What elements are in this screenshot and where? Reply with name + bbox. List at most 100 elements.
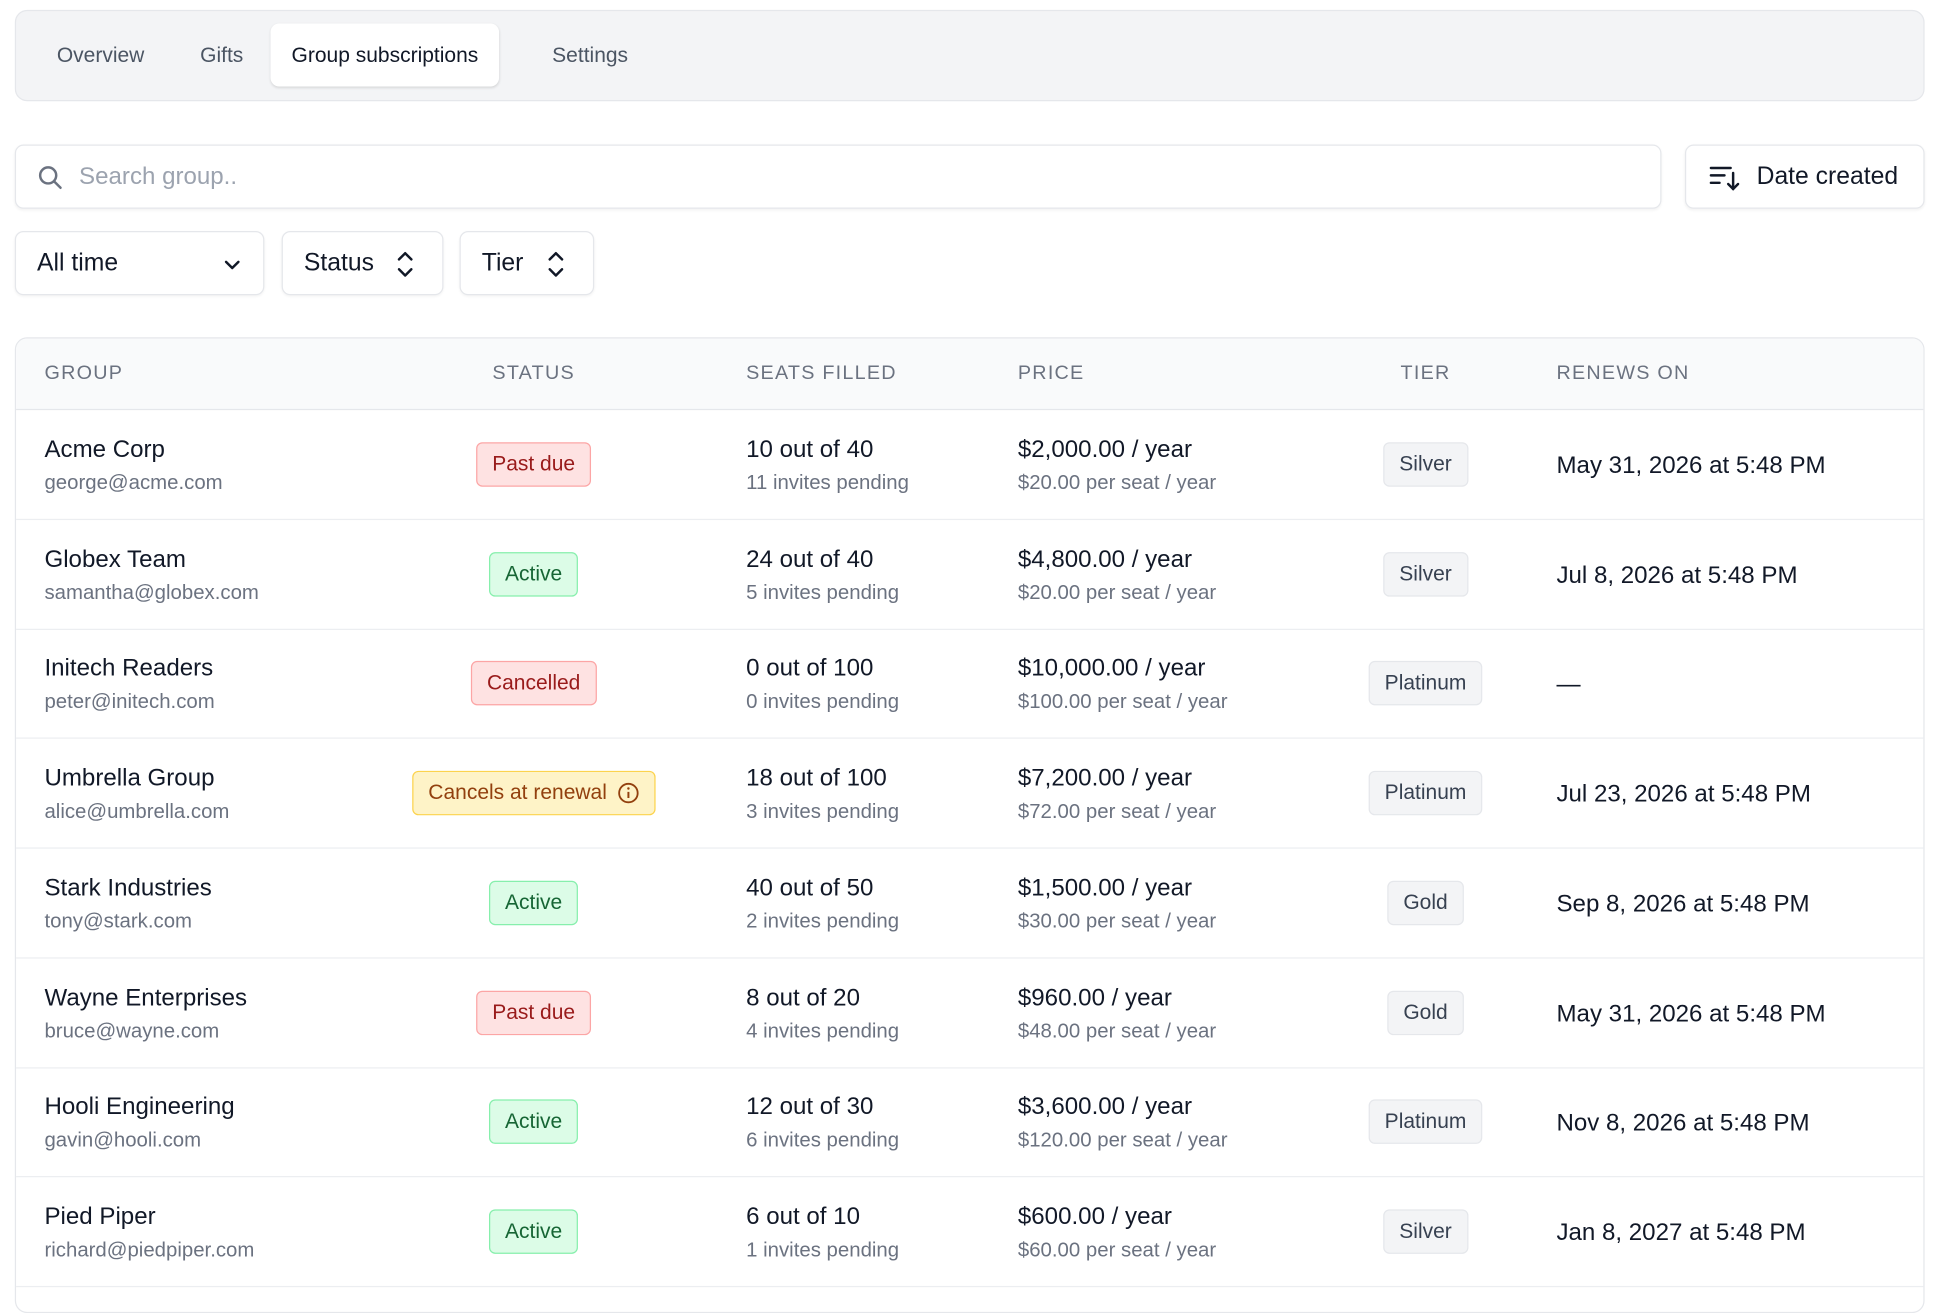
table-row: Wayne Enterprises bruce@wayne.com Past due… bbox=[16, 958, 1924, 1068]
table-row: Acme Corp george@acme.com Past due 10 out o… bbox=[16, 410, 1924, 521]
tab[interactable]: Overview bbox=[56, 43, 145, 67]
seats-filled: 18 out of 100 bbox=[746, 764, 887, 792]
seats-filled: 12 out of 30 bbox=[746, 1093, 874, 1121]
tier-badge: Silver bbox=[1383, 551, 1468, 597]
status-label: Active bbox=[505, 561, 563, 586]
info-icon bbox=[617, 782, 639, 804]
tier-badge: Gold bbox=[1387, 880, 1464, 925]
tier-label: Platinum bbox=[1384, 780, 1467, 805]
group-name: Wayne Enterprises bbox=[44, 983, 248, 1012]
table: GROUP STATUS SEATS FILLED PRICE TIER RENEWS O… bbox=[14, 337, 1925, 1313]
tier-label: Platinum bbox=[1384, 671, 1467, 695]
price-per-seat: $20.00 per seat / year bbox=[1017, 581, 1217, 604]
renews-on: Jul 8, 2026 at 5:48 PM bbox=[1556, 561, 1798, 589]
price-per-seat: $72.00 per seat / year bbox=[1017, 800, 1217, 823]
renews-on: May 31, 2026 at 5:48 PM bbox=[1556, 452, 1826, 480]
group-name: Umbrella Group bbox=[44, 764, 215, 792]
tab-bar: Overview Gifts Group subscriptions Settings bbox=[14, 9, 1925, 102]
column-header: RENEWS ON bbox=[1556, 363, 1690, 385]
tier-badge: Silver bbox=[1383, 442, 1468, 487]
price-per-seat: $60.00 per seat / year bbox=[1017, 1238, 1217, 1262]
status-badge: Cancels at renewal bbox=[412, 770, 656, 816]
price: $10,000.00 / year bbox=[1017, 655, 1206, 683]
filter-label: Tier bbox=[481, 249, 524, 277]
sort-label: Date created bbox=[1756, 163, 1899, 191]
price: $3,600.00 / year bbox=[1017, 1093, 1192, 1121]
column-header: SEATS FILLED bbox=[746, 363, 897, 385]
filter-button[interactable]: All time bbox=[14, 231, 265, 296]
column-header: GROUP bbox=[44, 363, 124, 385]
column-header: PRICE bbox=[1017, 363, 1085, 385]
status-label: Active bbox=[505, 1219, 563, 1243]
seats-filled: 6 out of 10 bbox=[746, 1203, 860, 1231]
group-email: alice@umbrella.com bbox=[44, 800, 230, 823]
tier-badge: Gold bbox=[1387, 990, 1464, 1035]
table-row: Stark Industries tony@stark.com Active 40 o… bbox=[16, 848, 1924, 959]
sort-icon bbox=[1709, 166, 1740, 191]
renews-on: Jan 8, 2027 at 5:48 PM bbox=[1556, 1219, 1806, 1247]
price-per-seat: $120.00 per seat / year bbox=[1017, 1129, 1228, 1152]
filter-button[interactable]: Status bbox=[281, 231, 444, 296]
filter-label: All time bbox=[37, 249, 119, 277]
invites-pending: 6 invites pending bbox=[746, 1129, 900, 1152]
filter-icon bbox=[395, 250, 415, 286]
column-header: STATUS bbox=[492, 363, 575, 385]
group-email: bruce@wayne.com bbox=[44, 1019, 220, 1042]
search-icon bbox=[38, 166, 62, 190]
tier-label: Silver bbox=[1399, 561, 1452, 586]
filter-button[interactable]: Tier bbox=[459, 231, 595, 296]
tab[interactable]: Group subscriptions bbox=[270, 23, 500, 87]
tier-badge: Platinum bbox=[1368, 661, 1483, 706]
group-email: george@acme.com bbox=[44, 471, 223, 495]
tab[interactable]: Gifts bbox=[200, 43, 244, 67]
tier-label: Gold bbox=[1403, 890, 1448, 914]
seats-filled: 0 out of 100 bbox=[746, 655, 874, 683]
price: $960.00 / year bbox=[1017, 983, 1172, 1012]
status-label: Cancels at renewal bbox=[428, 780, 607, 805]
seats-filled: 40 out of 50 bbox=[746, 874, 874, 902]
status-badge: Past due bbox=[476, 442, 592, 487]
price-per-seat: $48.00 per seat / year bbox=[1017, 1019, 1217, 1042]
seats-filled: 24 out of 40 bbox=[746, 545, 874, 573]
status-badge: Active bbox=[488, 880, 579, 925]
price: $2,000.00 / year bbox=[1017, 436, 1192, 464]
tier-label: Silver bbox=[1399, 1219, 1452, 1243]
group-email: richard@piedpiper.com bbox=[44, 1238, 255, 1262]
price: $1,500.00 / year bbox=[1017, 874, 1192, 902]
invites-pending: 0 invites pending bbox=[746, 691, 900, 714]
invites-pending: 1 invites pending bbox=[746, 1238, 900, 1262]
search-box[interactable]: Search group.. bbox=[14, 144, 1662, 209]
status-label: Cancelled bbox=[486, 671, 581, 695]
table-row: Pied Piper richard@piedpiper.com Active 6 o… bbox=[16, 1177, 1924, 1288]
group-name: Stark Industries bbox=[44, 874, 212, 902]
status-label: Past due bbox=[492, 999, 576, 1024]
invites-pending: 11 invites pending bbox=[746, 471, 909, 495]
price: $600.00 / year bbox=[1017, 1203, 1172, 1231]
price: $4,800.00 / year bbox=[1017, 545, 1192, 573]
renews-on: — bbox=[1556, 671, 1581, 699]
group-email: samantha@globex.com bbox=[44, 581, 259, 604]
tier-label: Silver bbox=[1399, 452, 1452, 476]
table-header: GROUP STATUS SEATS FILLED PRICE TIER RENEWS O… bbox=[16, 338, 1924, 411]
status-badge: Active bbox=[488, 551, 579, 597]
price: $7,200.00 / year bbox=[1017, 764, 1192, 792]
group-email: gavin@hooli.com bbox=[44, 1129, 202, 1152]
search-placeholder: Search group.. bbox=[79, 163, 238, 191]
table-row: Hooli Engineering gavin@hooli.com Active 12… bbox=[16, 1068, 1924, 1178]
tab[interactable]: Settings bbox=[552, 43, 629, 67]
group-email: tony@stark.com bbox=[44, 910, 193, 933]
status-badge: Active bbox=[488, 1209, 579, 1254]
status-label: Past due bbox=[492, 452, 576, 476]
status-label: Active bbox=[505, 890, 563, 914]
tier-label: Gold bbox=[1403, 999, 1448, 1024]
price-per-seat: $100.00 per seat / year bbox=[1017, 691, 1228, 714]
renews-on: May 31, 2026 at 5:48 PM bbox=[1556, 999, 1826, 1028]
renews-on: Jul 23, 2026 at 5:48 PM bbox=[1556, 780, 1811, 809]
invites-pending: 3 invites pending bbox=[746, 800, 900, 823]
seats-filled: 10 out of 40 bbox=[746, 436, 874, 464]
status-badge: Past due bbox=[476, 990, 592, 1035]
price-per-seat: $20.00 per seat / year bbox=[1017, 471, 1217, 495]
invites-pending: 5 invites pending bbox=[746, 581, 900, 604]
sort-button[interactable]: Date created bbox=[1684, 144, 1925, 209]
